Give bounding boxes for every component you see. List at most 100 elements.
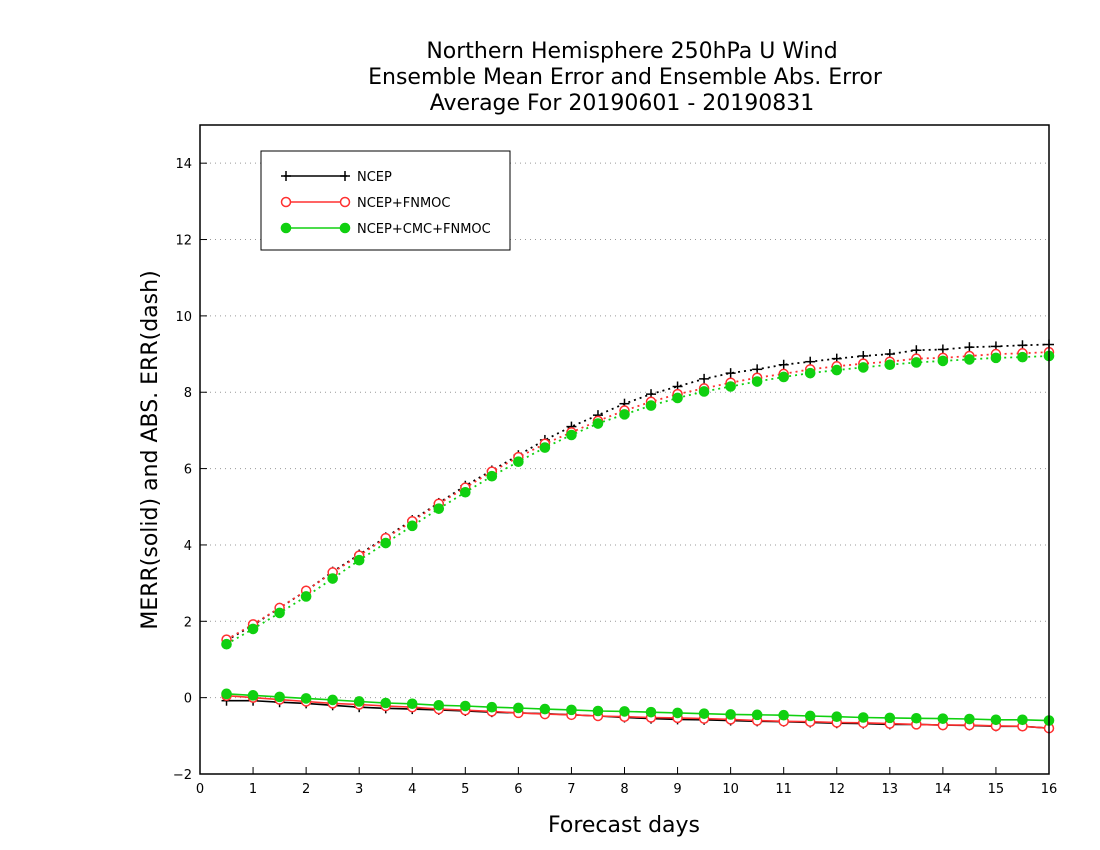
data-point (911, 357, 922, 368)
x-tick-label: 10 (722, 782, 739, 797)
data-point (778, 371, 789, 383)
chart-title: Northern Hemisphere 250hPa U Wind Ensemb… (368, 39, 883, 116)
title-line-2: Ensemble Mean Error and Ensemble Abs. Er… (368, 65, 883, 90)
data-point (380, 537, 392, 549)
data-point (300, 693, 312, 704)
data-point (964, 342, 975, 353)
mean-error-series (221, 688, 1055, 726)
data-point (778, 709, 789, 721)
data-point (619, 409, 630, 420)
abs-error-line (226, 355, 1050, 645)
data-point (698, 708, 710, 719)
data-point (247, 690, 259, 701)
legend-marker (340, 171, 350, 181)
y-axis-label: MERR(solid) and ABS. ERR(dash) (138, 270, 163, 629)
x-axis-label: Forecast days (548, 813, 700, 838)
y-tick-label: 2 (184, 615, 192, 630)
legend-marker (281, 171, 291, 181)
data-point (592, 705, 604, 717)
y-tick-label: 14 (175, 157, 192, 172)
data-point (699, 373, 710, 384)
data-point (566, 704, 577, 716)
data-point (937, 355, 949, 367)
y-tick-label: 8 (184, 386, 192, 401)
data-point (221, 638, 232, 650)
abs-error-series (221, 350, 1055, 650)
data-point (460, 486, 471, 498)
legend-marker (339, 196, 351, 208)
data-point (513, 702, 524, 714)
x-tick-label: 2 (302, 782, 310, 797)
data-point (937, 713, 949, 724)
data-point (327, 573, 338, 584)
data-point (353, 554, 365, 566)
data-point (778, 359, 789, 370)
legend-entry: NCEP (281, 170, 392, 185)
data-point (964, 354, 975, 365)
legend-marker (280, 196, 292, 208)
x-tick-label: 9 (673, 782, 681, 797)
data-point (725, 709, 736, 720)
data-point (884, 712, 896, 724)
data-point (592, 418, 604, 429)
data-point (566, 429, 577, 441)
x-tick-label: 6 (514, 782, 522, 797)
data-point (672, 707, 683, 719)
data-point (857, 362, 869, 373)
abs-error-line (226, 343, 1050, 642)
data-point (1017, 714, 1028, 726)
data-point (433, 699, 445, 711)
data-point (486, 701, 498, 713)
data-point (751, 376, 763, 387)
x-axis: 0 1 2 3 4 5 6 7 8 9 10 11 12 13 14 15 16 (196, 767, 1057, 797)
data-point (804, 710, 816, 722)
data-point (990, 714, 1002, 726)
data-point (460, 700, 471, 712)
legend-marker (339, 222, 351, 234)
legend-label: NCEP (357, 170, 392, 185)
legend-entry: NCEP+FNMOC (280, 196, 450, 211)
y-tick-label: −2 (173, 768, 192, 783)
y-tick-label: 0 (184, 692, 192, 707)
series-layer (221, 339, 1055, 734)
data-point (406, 698, 418, 710)
y-tick-label: 12 (175, 234, 192, 249)
data-point (884, 359, 896, 371)
data-point (619, 706, 630, 717)
data-point (698, 386, 710, 397)
legend-label: NCEP+FNMOC (357, 196, 450, 211)
x-tick-label: 14 (935, 782, 952, 797)
y-tick-label: 10 (175, 310, 192, 325)
abs-error-series (221, 346, 1055, 645)
x-tick-label: 1 (249, 782, 257, 797)
x-tick-label: 8 (620, 782, 628, 797)
data-point (911, 712, 922, 724)
data-point (353, 696, 365, 707)
data-point (1017, 351, 1028, 363)
x-tick-label: 12 (828, 782, 845, 797)
data-point (990, 352, 1002, 364)
data-point (831, 364, 843, 376)
data-point (725, 381, 736, 392)
legend-entry: NCEP+CMC+FNMOC (280, 222, 491, 237)
x-tick-label: 7 (567, 782, 575, 797)
data-point (380, 697, 392, 709)
title-line-3: Average For 20190601 - 20190831 (430, 91, 815, 116)
x-tick-label: 11 (775, 782, 792, 797)
x-tick-label: 4 (408, 782, 416, 797)
data-point (247, 623, 259, 635)
data-point (725, 368, 736, 379)
legend-label: NCEP+CMC+FNMOC (357, 222, 491, 237)
data-point (513, 456, 524, 468)
x-tick-label: 15 (988, 782, 1005, 797)
legend-marker (280, 222, 292, 234)
data-point (831, 711, 843, 723)
data-point (857, 712, 869, 723)
data-point (539, 442, 551, 453)
legend-box (260, 150, 511, 251)
data-point (804, 367, 816, 379)
data-point (486, 470, 498, 482)
data-point (274, 691, 285, 703)
data-point (221, 688, 232, 700)
